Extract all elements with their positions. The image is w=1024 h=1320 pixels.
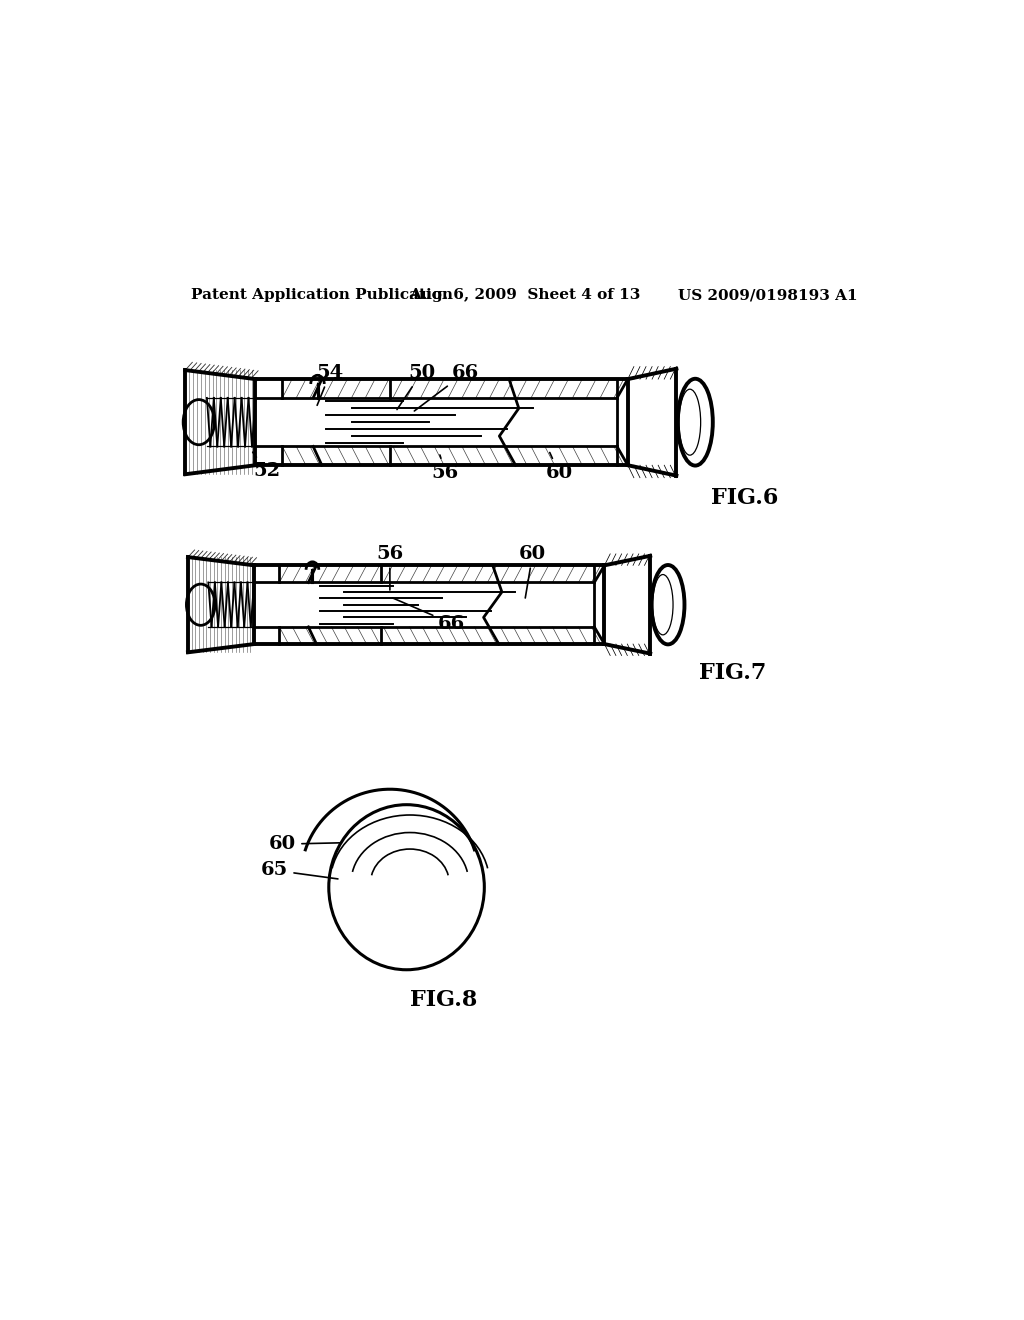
Text: 54: 54 bbox=[316, 364, 344, 405]
Text: Patent Application Publication: Patent Application Publication bbox=[191, 288, 454, 302]
Text: 60: 60 bbox=[546, 453, 572, 482]
Text: 66: 66 bbox=[392, 598, 466, 632]
Text: FIG.6: FIG.6 bbox=[712, 487, 778, 508]
Text: 65: 65 bbox=[261, 862, 338, 879]
Ellipse shape bbox=[186, 583, 215, 626]
Text: 52: 52 bbox=[253, 453, 281, 480]
Text: 50: 50 bbox=[397, 364, 435, 409]
Text: 56: 56 bbox=[376, 545, 403, 590]
Text: FIG.8: FIG.8 bbox=[410, 989, 477, 1011]
Ellipse shape bbox=[183, 400, 214, 445]
Ellipse shape bbox=[651, 565, 684, 644]
Text: FIG.7: FIG.7 bbox=[699, 661, 767, 684]
Text: 66: 66 bbox=[415, 364, 479, 411]
Text: 60: 60 bbox=[269, 836, 340, 853]
Ellipse shape bbox=[678, 379, 713, 466]
Text: Aug. 6, 2009  Sheet 4 of 13: Aug. 6, 2009 Sheet 4 of 13 bbox=[410, 288, 640, 302]
Text: US 2009/0198193 A1: US 2009/0198193 A1 bbox=[679, 288, 858, 302]
Text: 60: 60 bbox=[519, 545, 546, 598]
Text: 56: 56 bbox=[432, 455, 459, 482]
